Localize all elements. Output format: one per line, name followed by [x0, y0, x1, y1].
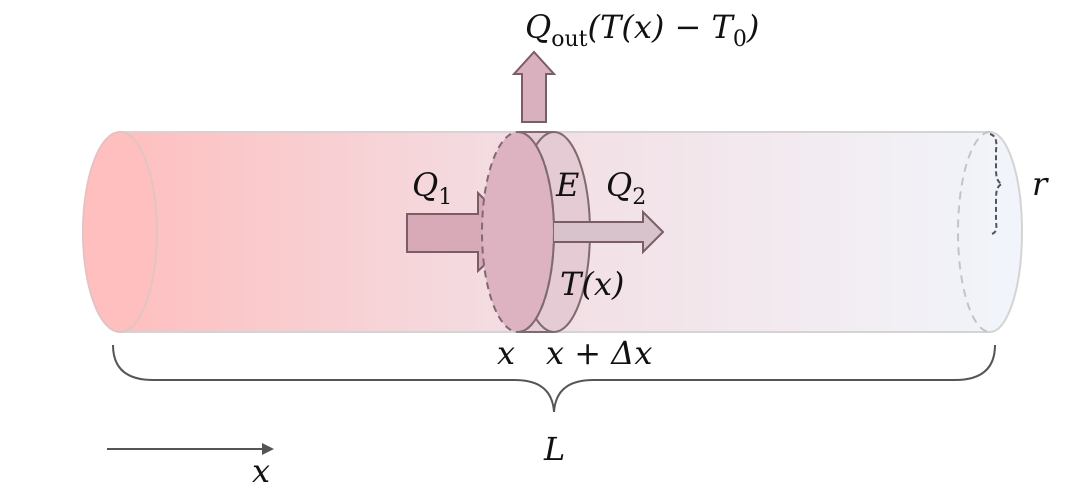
length-brace — [112, 344, 996, 413]
x-axis-arrow — [107, 443, 274, 455]
length-label: L — [543, 430, 565, 468]
q1-label: Q1 — [412, 166, 452, 210]
x-axis-label: x — [252, 452, 270, 490]
tube-left-cap — [82, 131, 158, 333]
q2-label: Q2 — [606, 166, 646, 210]
q-out-label: Qout(T(x) − T0) — [525, 8, 759, 52]
temperature-label: T(x) — [560, 265, 624, 303]
x-left-label: x — [497, 334, 515, 372]
energy-label: E — [555, 166, 579, 204]
tube-right-cap-hidden — [957, 131, 991, 333]
q2-arrow — [554, 209, 665, 255]
radius-brace — [989, 133, 1006, 235]
q-out-arrow — [511, 50, 557, 123]
x-right-label: x + Δx — [546, 334, 652, 372]
radius-label: r — [1032, 165, 1049, 203]
